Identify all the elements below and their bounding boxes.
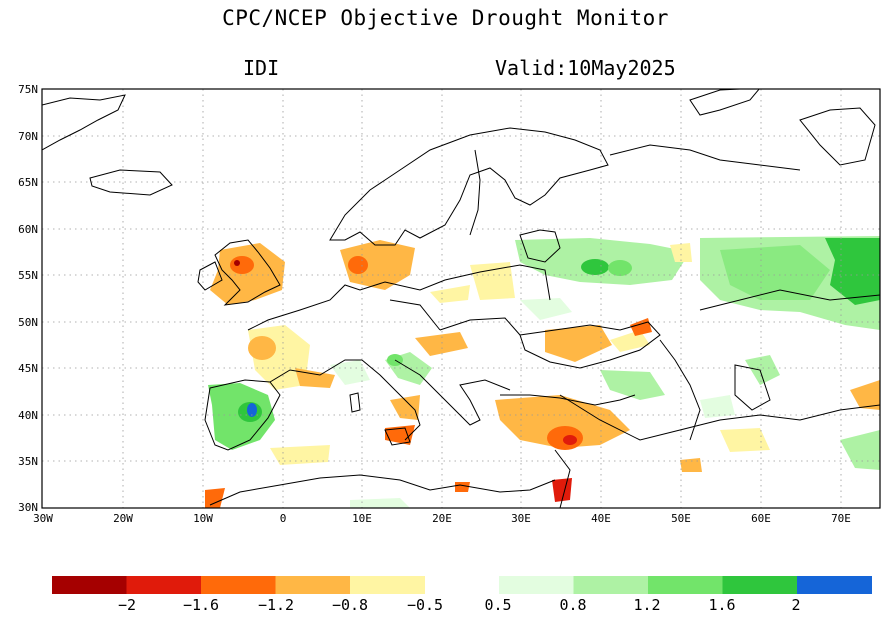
lat-label: 35N <box>18 455 38 468</box>
lat-label: 60N <box>18 223 38 236</box>
lon-label: 10E <box>352 512 372 525</box>
map-area <box>42 89 880 508</box>
valid-date-label: Valid:10May2025 <box>495 56 676 80</box>
lon-label: 30W <box>33 512 53 525</box>
colorbar-dry-swatch <box>52 576 127 594</box>
lat-label: 30N <box>18 501 38 514</box>
lon-label: 20W <box>113 512 133 525</box>
lat-label: 75N <box>18 83 38 96</box>
lat-label: 40N <box>18 409 38 422</box>
lat-label: 55N <box>18 269 38 282</box>
index-label: IDI <box>243 56 280 80</box>
colorbar-label: −0.5 <box>406 596 444 614</box>
colorbar-wet-swatch <box>722 576 798 594</box>
lat-label: 70N <box>18 130 38 143</box>
colorbar-label: −1.2 <box>257 596 295 614</box>
lat-label: 50N <box>18 316 38 329</box>
map-frame <box>41 88 881 509</box>
colorbar-dry-swatch <box>275 576 351 594</box>
colorbar-dry-swatch <box>350 576 425 594</box>
lon-label: 30E <box>511 512 531 525</box>
wet-anomaly-areas <box>208 236 880 508</box>
colorbar-label: −1.6 <box>182 596 220 614</box>
colorbar-dry-swatch <box>201 576 276 594</box>
colorbar-wet-swatch <box>499 576 574 594</box>
lon-label: 60E <box>751 512 771 525</box>
lon-label: 0 <box>279 512 287 525</box>
colorbar-label: −0.8 <box>331 596 369 614</box>
lat-label: 65N <box>18 176 38 189</box>
colorbar-label: 0.5 <box>484 596 512 614</box>
lon-label: 50E <box>671 512 691 525</box>
lat-label: 45N <box>18 362 38 375</box>
lon-label: 40E <box>591 512 611 525</box>
colorbar-label: −2 <box>117 596 137 614</box>
colorbar-label: 2 <box>791 596 801 614</box>
lon-label: 10W <box>193 512 213 525</box>
colorbar-label: 1.2 <box>633 596 661 614</box>
lon-label: 20E <box>432 512 452 525</box>
graticule <box>42 89 880 508</box>
lon-label: 70E <box>831 512 851 525</box>
map-title: CPC/NCEP Objective Drought Monitor <box>222 6 669 30</box>
colorbar-label: 1.6 <box>708 596 736 614</box>
colorbar-label: 0.8 <box>559 596 587 614</box>
dry-anomaly-areas <box>205 240 880 508</box>
colorbar-wet-swatch <box>648 576 723 594</box>
colorbar-dry-swatch <box>126 576 202 594</box>
colorbar-wet-swatch <box>797 576 872 594</box>
colorbar <box>52 576 872 594</box>
coastlines <box>42 89 880 508</box>
colorbar-wet-swatch <box>573 576 649 594</box>
